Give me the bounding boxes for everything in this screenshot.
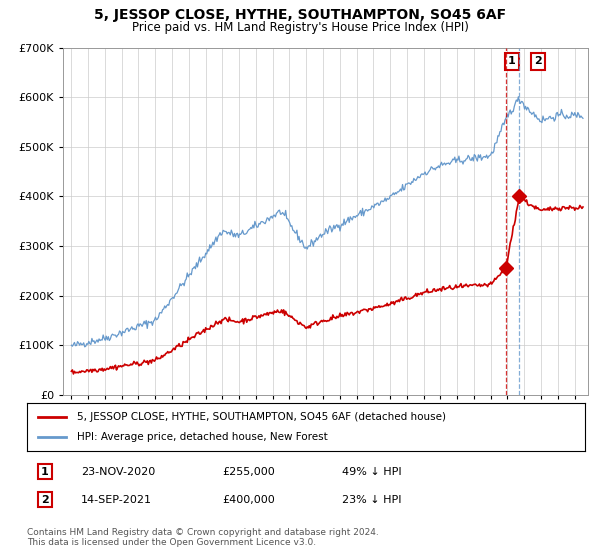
Text: 14-SEP-2021: 14-SEP-2021 — [81, 494, 152, 505]
Text: 2: 2 — [534, 57, 542, 67]
Text: 2: 2 — [41, 494, 49, 505]
Text: Price paid vs. HM Land Registry's House Price Index (HPI): Price paid vs. HM Land Registry's House … — [131, 21, 469, 34]
Text: 23-NOV-2020: 23-NOV-2020 — [81, 466, 155, 477]
Text: Contains HM Land Registry data © Crown copyright and database right 2024.
This d: Contains HM Land Registry data © Crown c… — [27, 528, 379, 547]
Text: 5, JESSOP CLOSE, HYTHE, SOUTHAMPTON, SO45 6AF: 5, JESSOP CLOSE, HYTHE, SOUTHAMPTON, SO4… — [94, 8, 506, 22]
Text: 49% ↓ HPI: 49% ↓ HPI — [342, 466, 401, 477]
Text: 5, JESSOP CLOSE, HYTHE, SOUTHAMPTON, SO45 6AF (detached house): 5, JESSOP CLOSE, HYTHE, SOUTHAMPTON, SO4… — [77, 412, 446, 422]
Text: 1: 1 — [41, 466, 49, 477]
Text: 23% ↓ HPI: 23% ↓ HPI — [342, 494, 401, 505]
Text: £400,000: £400,000 — [222, 494, 275, 505]
Text: £255,000: £255,000 — [222, 466, 275, 477]
Text: HPI: Average price, detached house, New Forest: HPI: Average price, detached house, New … — [77, 432, 328, 442]
Text: 1: 1 — [508, 57, 516, 67]
